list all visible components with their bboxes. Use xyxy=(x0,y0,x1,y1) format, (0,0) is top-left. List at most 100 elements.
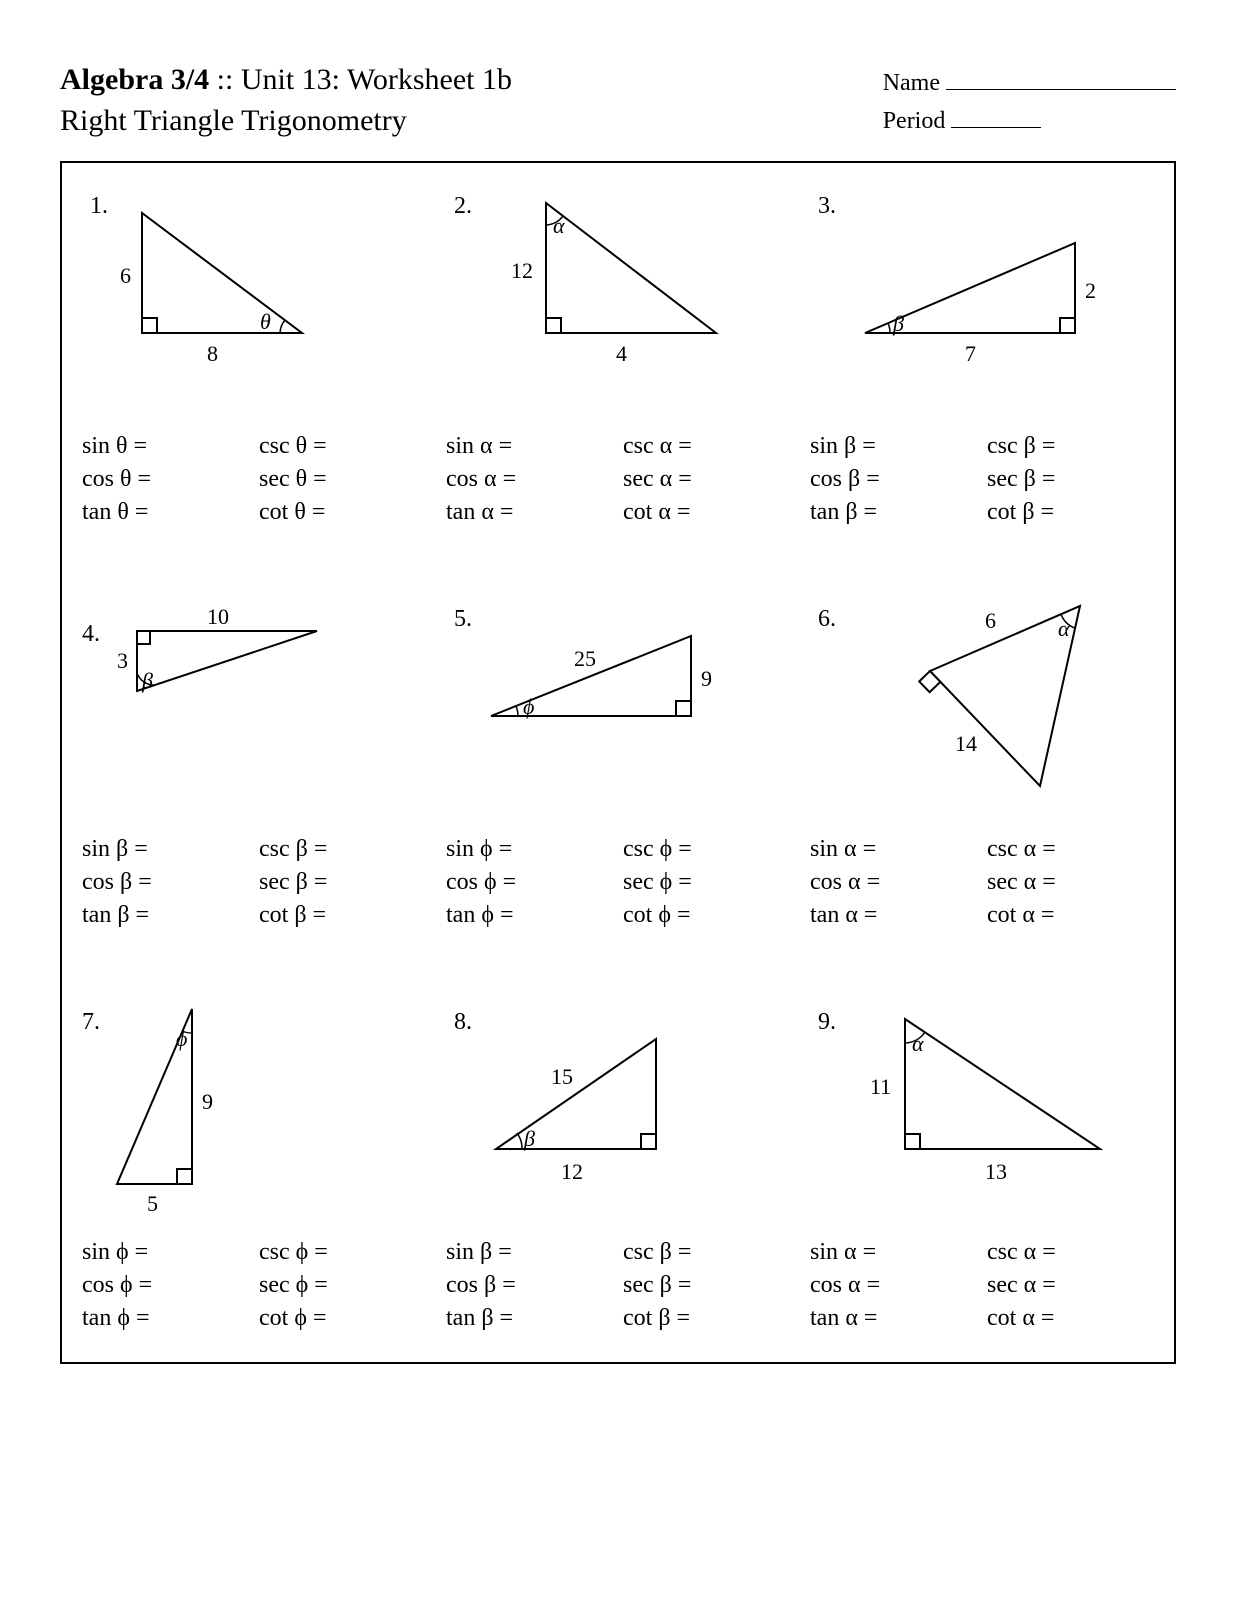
ratios-3: sin β = csc β = cos β = sec β = tan β = … xyxy=(810,433,1154,526)
ratio: cos β = xyxy=(446,1272,613,1299)
prob-num: 5. xyxy=(454,606,472,632)
side-bottom: 4 xyxy=(616,341,627,366)
side-bottom: 7 xyxy=(965,341,976,366)
ratio: cot β = xyxy=(623,1305,790,1332)
ratio: sec ϕ = xyxy=(623,869,790,896)
side-right: 9 xyxy=(202,1089,213,1114)
right-angle-icon xyxy=(641,1134,656,1149)
problem-6: 6. α 6 14 sin α = csc α = cos α = xyxy=(810,586,1154,929)
ratio: sin β = xyxy=(810,433,977,460)
side-hyp: 25 xyxy=(574,646,596,671)
problem-3: 3. β 2 7 sin β = csc β = cos β = sec β =… xyxy=(810,183,1154,526)
ratios-6: sin α = csc α = cos α = sec α = tan α = … xyxy=(810,836,1154,929)
ratio: cot α = xyxy=(987,1305,1154,1332)
angle-label: ϕ xyxy=(523,694,534,719)
side-right: 9 xyxy=(701,666,712,691)
ratio: sin ϕ = xyxy=(82,1239,249,1266)
figure-2: 2. α 12 4 xyxy=(446,183,790,403)
triangle-icon xyxy=(905,1019,1100,1149)
ratio: tan β = xyxy=(446,1305,613,1332)
side-left: 11 xyxy=(870,1074,891,1099)
right-angle-icon xyxy=(905,1134,920,1149)
period-field: Period xyxy=(883,102,1176,140)
ratio: cot ϕ = xyxy=(623,902,790,929)
right-angle-icon xyxy=(177,1169,192,1184)
ratio: csc β = xyxy=(987,433,1154,460)
ratio: cos ϕ = xyxy=(82,1272,249,1299)
ratios-1: sin θ = csc θ = cos θ = sec θ = tan θ = … xyxy=(82,433,426,526)
ratio: cot ϕ = xyxy=(259,1305,426,1332)
ratio: cos α = xyxy=(446,466,613,493)
ratio: csc α = xyxy=(987,1239,1154,1266)
angle-label: α xyxy=(553,213,565,238)
side-left: 6 xyxy=(120,263,131,288)
angle-label: β xyxy=(523,1126,535,1151)
angle-label: θ xyxy=(260,309,271,334)
ratio: csc β = xyxy=(259,836,426,863)
ratio: tan ϕ = xyxy=(82,1305,249,1332)
side-left: 3 xyxy=(117,648,128,673)
prob-num: 4. xyxy=(82,621,100,647)
angle-arc-icon xyxy=(516,706,518,716)
prob-num: 8. xyxy=(454,1009,472,1035)
triangle-icon xyxy=(496,1039,656,1149)
side-top: 6 xyxy=(985,608,996,633)
triangle-icon xyxy=(137,631,317,691)
name-field: Name xyxy=(883,64,1176,102)
ratios-4: sin β = csc β = cos β = sec β = tan β = … xyxy=(82,836,426,929)
course-name: Algebra 3/4 xyxy=(60,63,209,96)
prob-num: 1. xyxy=(90,193,108,219)
name-blank[interactable] xyxy=(946,66,1176,90)
worksheet-box: 1. θ 6 8 sin θ = csc θ = cos θ = sec θ =… xyxy=(60,161,1176,1364)
ratio: sec α = xyxy=(987,1272,1154,1299)
subtitle: Right Triangle Trigonometry xyxy=(60,101,512,142)
name-label: Name xyxy=(883,70,940,96)
ratio: tan β = xyxy=(810,499,977,526)
angle-arc-icon xyxy=(280,320,285,333)
ratio: sec α = xyxy=(987,869,1154,896)
ratio: sec β = xyxy=(259,869,426,896)
period-blank[interactable] xyxy=(951,104,1041,128)
ratio: sin β = xyxy=(446,1239,613,1266)
ratios-9: sin α = csc α = cos α = sec α = tan α = … xyxy=(810,1239,1154,1332)
figure-8: 8. β 15 12 xyxy=(446,989,790,1209)
header-left: Algebra 3/4 :: Unit 13: Worksheet 1b Rig… xyxy=(60,60,512,141)
ratio: sin θ = xyxy=(82,433,249,460)
ratios-2: sin α = csc α = cos α = sec α = tan α = … xyxy=(446,433,790,526)
problem-9: 9. α 11 13 sin α = csc α = cos α = sec α… xyxy=(810,989,1154,1332)
ratio: csc ϕ = xyxy=(623,836,790,863)
figure-9: 9. α 11 13 xyxy=(810,989,1154,1209)
right-angle-icon xyxy=(137,631,150,644)
side-right: 2 xyxy=(1085,278,1096,303)
ratios-8: sin β = csc β = cos β = sec β = tan β = … xyxy=(446,1239,790,1332)
header-right: Name Period xyxy=(883,60,1176,141)
ratio: tan ϕ = xyxy=(446,902,613,929)
problem-4: 4. β 10 3 sin β = csc β = cos β = sec β … xyxy=(82,586,426,929)
problem-8: 8. β 15 12 sin β = csc β = cos β = sec β… xyxy=(446,989,790,1332)
ratio: cot α = xyxy=(987,902,1154,929)
right-angle-icon xyxy=(142,318,157,333)
ratio: tan α = xyxy=(810,902,977,929)
prob-num: 9. xyxy=(818,1009,836,1035)
ratio: cos β = xyxy=(82,869,249,896)
prob-num: 3. xyxy=(818,193,836,219)
prob-num: 6. xyxy=(818,606,836,632)
right-angle-icon xyxy=(676,701,691,716)
ratio: csc α = xyxy=(623,433,790,460)
ratio: cos α = xyxy=(810,1272,977,1299)
ratios-5: sin ϕ = csc ϕ = cos ϕ = sec ϕ = tan ϕ = … xyxy=(446,836,790,929)
angle-label: β xyxy=(141,668,153,693)
ratio: sin α = xyxy=(446,433,613,460)
ratio: sec θ = xyxy=(259,466,426,493)
course-line: Algebra 3/4 :: Unit 13: Worksheet 1b xyxy=(60,60,512,101)
header: Algebra 3/4 :: Unit 13: Worksheet 1b Rig… xyxy=(60,60,1176,141)
ratio: tan α = xyxy=(446,499,613,526)
problem-2: 2. α 12 4 sin α = csc α = cos α = sec α … xyxy=(446,183,790,526)
ratio: cot β = xyxy=(259,902,426,929)
period-label: Period xyxy=(883,108,946,134)
figure-1: 1. θ 6 8 xyxy=(82,183,426,403)
ratio: sin α = xyxy=(810,836,977,863)
figure-6: 6. α 6 14 xyxy=(810,586,1154,806)
ratio: csc θ = xyxy=(259,433,426,460)
side-bottom: 13 xyxy=(985,1159,1007,1184)
